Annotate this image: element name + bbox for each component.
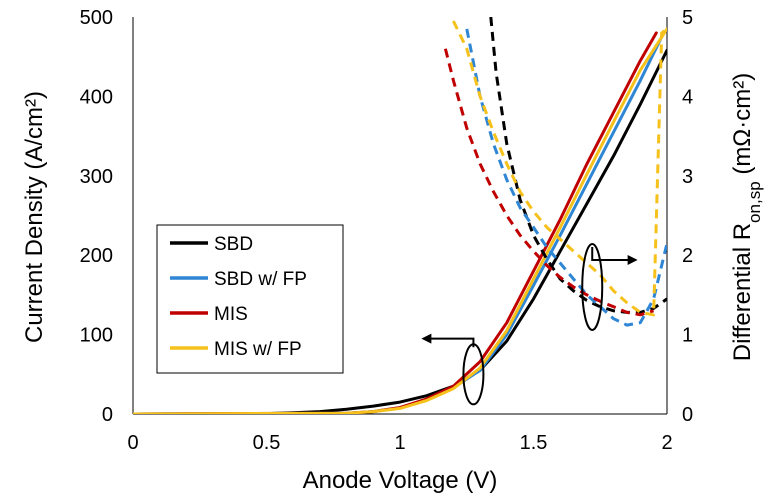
y-tick-label: 400 (80, 86, 113, 108)
x-tick-label: 1.5 (520, 432, 548, 454)
y2-tick-label: 5 (682, 7, 693, 29)
y-tick-label: 200 (80, 245, 113, 267)
legend-label-mis-w-fp: MIS w/ FP (214, 339, 302, 360)
right-arrow-icon (627, 254, 638, 265)
y-tick-label: 500 (80, 7, 113, 29)
legend-label-sbd: SBD (214, 234, 253, 255)
right-pointer-line (591, 246, 630, 261)
x-tick-label: 0 (127, 432, 138, 454)
series-layer (133, 17, 667, 414)
y2-axis-title-main: Differential R (729, 223, 756, 361)
current-density-line-mis-w-fp (133, 27, 667, 414)
legend: SBD SBD w/ FP MIS MIS w/ FP (156, 224, 344, 374)
rdiff-line-sbd (489, 17, 667, 314)
x-tick-label: 1 (394, 432, 405, 454)
left-arrow-icon (421, 333, 432, 344)
y2-axis-title: Differential Ron,sp (mΩ·cm²) (729, 73, 764, 361)
y2-axis-title-units: (mΩ·cm²) (729, 73, 756, 182)
rdiff-line-mis (443, 48, 655, 317)
x-tick-label: 2 (661, 432, 672, 454)
legend-label-mis: MIS (214, 304, 248, 325)
y2-tick-label: 0 (682, 404, 693, 426)
y2-tick-label: 2 (682, 245, 693, 267)
rdiff-line-sbd-w-fp (465, 28, 667, 327)
y-axis-title: Current Density (A/cm²) (21, 91, 48, 343)
rdiff-line-mis-w-fp (452, 20, 667, 317)
right-curves-ellipse (581, 242, 604, 331)
legend-label-sbd-w-fp: SBD w/ FP (214, 269, 307, 290)
x-axis-title: Anode Voltage (V) (303, 467, 498, 494)
plot-area (133, 17, 667, 414)
y-tick-label: 0 (102, 404, 113, 426)
y2-tick-label: 1 (682, 325, 693, 347)
y2-tick-label: 3 (682, 166, 693, 188)
annotations (421, 242, 638, 406)
y2-tick-label: 4 (682, 86, 693, 108)
y2-axis-title-sub: on,sp (745, 181, 764, 223)
left-pointer-line (429, 337, 475, 348)
x-tick-label: 0.5 (253, 432, 281, 454)
y-tick-label: 100 (80, 325, 113, 347)
y-tick-label: 300 (80, 166, 113, 188)
